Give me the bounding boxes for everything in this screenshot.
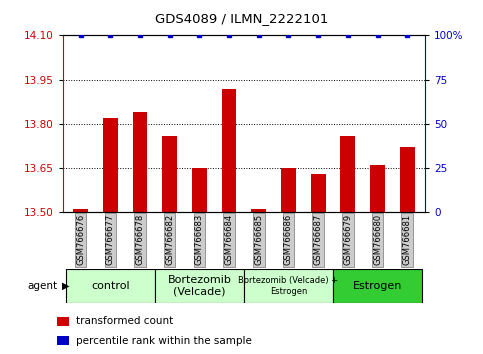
Text: percentile rank within the sample: percentile rank within the sample [76,336,252,346]
Bar [222,88,237,212]
Bar [341,136,355,212]
Bar [192,168,207,212]
Text: agent: agent [28,281,58,291]
Bar [132,112,147,212]
Bar [57,316,69,326]
Text: GSM766682: GSM766682 [165,214,174,265]
Bar [281,168,296,212]
Bar [400,148,414,212]
Text: Bortezomib
(Velcade): Bortezomib (Velcade) [168,275,231,297]
Text: GSM766678: GSM766678 [136,214,144,266]
Bar [155,269,244,303]
Text: ▶: ▶ [62,281,70,291]
Bar [311,174,326,212]
Text: GSM766686: GSM766686 [284,214,293,266]
Bar [66,269,155,303]
Bar [370,165,385,212]
Text: GSM766683: GSM766683 [195,214,204,266]
Bar [73,210,88,212]
Text: GSM766680: GSM766680 [373,214,382,265]
Bar [103,118,118,212]
Text: transformed count: transformed count [76,316,173,326]
Text: GSM766685: GSM766685 [254,214,263,265]
Text: Bortezomib (Velcade) +
Estrogen: Bortezomib (Velcade) + Estrogen [239,276,339,296]
Bar [162,136,177,212]
Text: control: control [91,281,129,291]
Text: GSM766684: GSM766684 [225,214,234,265]
Bar [57,336,69,346]
Text: Estrogen: Estrogen [353,281,402,291]
Text: GDS4089 / ILMN_2222101: GDS4089 / ILMN_2222101 [155,12,328,25]
Bar [333,269,422,303]
Text: GSM766681: GSM766681 [403,214,412,265]
Text: GSM766679: GSM766679 [343,214,352,265]
Text: GSM766676: GSM766676 [76,214,85,266]
Bar [251,210,266,212]
Text: GSM766677: GSM766677 [106,214,115,266]
Text: GSM766687: GSM766687 [313,214,323,266]
Bar [244,269,333,303]
